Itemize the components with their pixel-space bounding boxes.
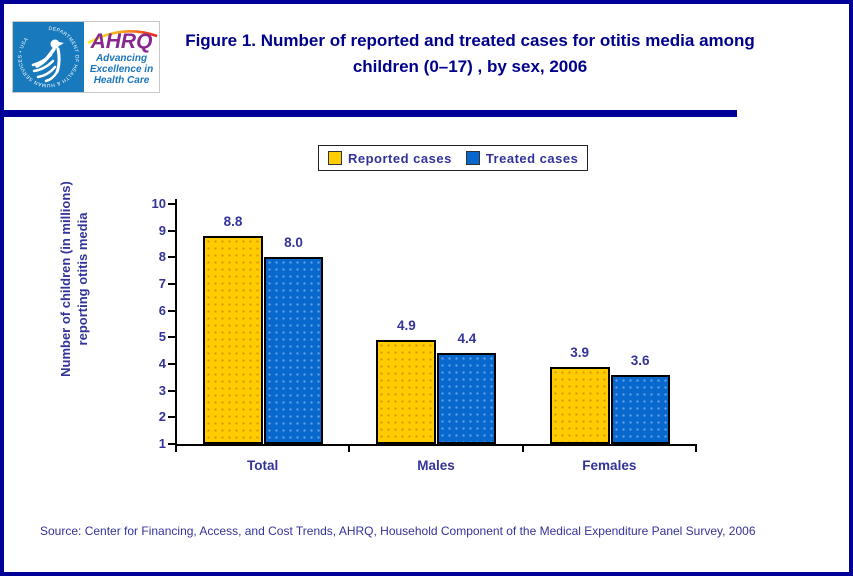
ahrq-arc-icon <box>87 30 158 44</box>
value-label: 3.9 <box>570 344 590 360</box>
legend-item-treated: Treated cases <box>465 150 579 166</box>
y-axis-title: Number of children (in millions) reporti… <box>58 181 90 377</box>
category-label-total: Total <box>247 458 279 473</box>
value-label: 4.9 <box>396 318 416 333</box>
x-axis-tick <box>348 446 351 452</box>
y-axis-tick-label: 1 <box>158 436 166 451</box>
ahrq-logo: AHRQ Advancing Excellence in Health Care <box>84 22 159 92</box>
y-axis-tick-label: 2 <box>158 409 166 425</box>
y-axis-tick <box>168 443 175 445</box>
y-axis-tick-label: 8 <box>158 249 166 265</box>
y-axis-tick <box>168 283 175 285</box>
bar-reported-cases-total <box>203 236 263 444</box>
y-axis-tick-label: 7 <box>158 276 166 291</box>
bar-treated-cases-females <box>610 374 670 444</box>
hhs-logo: DEPARTMENT OF HEALTH & HUMAN SERVICES • … <box>13 22 84 92</box>
y-axis-tick <box>168 389 175 392</box>
value-label: 8.8 <box>223 214 243 229</box>
y-axis-tick-label: 5 <box>158 329 166 345</box>
y-axis-tick-label: 9 <box>158 222 166 238</box>
y-axis-tick <box>168 203 175 205</box>
header-divider-bar <box>4 110 737 117</box>
hhs-eagle-icon: DEPARTMENT OF HEALTH & HUMAN SERVICES • … <box>17 26 79 88</box>
bar-reported-cases-females <box>549 366 610 444</box>
y-axis-tick <box>168 229 175 232</box>
y-axis-tick-label: 6 <box>158 302 166 318</box>
category-label-females: Females <box>582 458 637 473</box>
source-text: Source: Center for Financing, Access, an… <box>40 524 756 538</box>
y-axis-tick-label: 4 <box>158 356 166 371</box>
y-axis-tick-label: 10 <box>151 196 166 211</box>
y-axis-tick <box>168 363 175 365</box>
agency-logo-block: DEPARTMENT OF HEALTH & HUMAN SERVICES • … <box>12 21 160 93</box>
bar-treated-cases-males <box>437 353 497 444</box>
y-axis-tick <box>168 336 175 339</box>
category-label-males: Males <box>417 458 455 473</box>
reported-cases-swatch-icon <box>328 151 342 165</box>
legend-label: Treated cases <box>485 150 579 166</box>
bar-reported-cases-males <box>376 340 437 444</box>
ahrq-tagline: Advancing Excellence in Health Care <box>89 53 154 86</box>
x-axis-tick <box>175 446 177 452</box>
treated-cases-swatch-icon <box>465 151 480 165</box>
page-title: Figure 1. Number of reported and treated… <box>185 31 755 76</box>
x-axis-tick <box>521 446 524 452</box>
y-axis-tick <box>168 256 175 259</box>
ahrq-wordmark: AHRQ <box>90 30 153 53</box>
y-axis-line <box>175 199 177 446</box>
x-axis-tick <box>694 446 697 452</box>
bar-treated-cases-total <box>264 257 323 444</box>
chart-legend: Reported cases Treated cases <box>318 145 589 171</box>
y-axis-tick <box>168 416 175 419</box>
x-axis-line <box>175 444 697 446</box>
value-label: 4.4 <box>457 331 477 347</box>
value-label: 8.0 <box>284 235 303 251</box>
y-axis-tick <box>168 309 175 312</box>
y-axis-tick-label: 3 <box>158 382 166 398</box>
value-label: 3.6 <box>630 352 650 368</box>
legend-item-reported: Reported cases <box>328 151 452 166</box>
legend-label: Reported cases <box>348 150 452 166</box>
